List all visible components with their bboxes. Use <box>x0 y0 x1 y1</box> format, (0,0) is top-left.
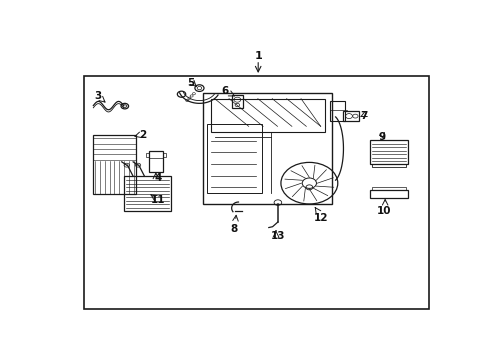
Text: 13: 13 <box>270 231 285 242</box>
Bar <box>84 76 428 309</box>
Bar <box>210 99 324 132</box>
Text: 12: 12 <box>313 213 327 224</box>
Bar <box>92 135 136 194</box>
Text: 9: 9 <box>378 132 385 141</box>
Text: 4: 4 <box>154 173 161 183</box>
Text: 3: 3 <box>94 91 102 102</box>
Bar <box>206 123 262 193</box>
Text: 8: 8 <box>229 225 237 234</box>
Bar <box>231 95 243 108</box>
Bar <box>369 190 407 198</box>
Bar <box>203 93 331 204</box>
Text: 2: 2 <box>139 130 146 140</box>
Text: 6: 6 <box>221 86 228 96</box>
Bar <box>371 187 405 190</box>
Text: 7: 7 <box>360 111 367 121</box>
Bar <box>149 151 163 172</box>
Text: 1: 1 <box>254 51 262 61</box>
Bar <box>343 111 359 121</box>
Text: 5: 5 <box>187 77 194 87</box>
Bar <box>329 102 345 121</box>
Text: 11: 11 <box>151 195 165 205</box>
Bar <box>146 153 149 157</box>
Bar <box>369 140 407 164</box>
Bar <box>163 153 166 157</box>
Bar <box>371 164 405 167</box>
Text: 10: 10 <box>376 206 390 216</box>
Bar <box>123 176 171 211</box>
Circle shape <box>121 103 128 109</box>
